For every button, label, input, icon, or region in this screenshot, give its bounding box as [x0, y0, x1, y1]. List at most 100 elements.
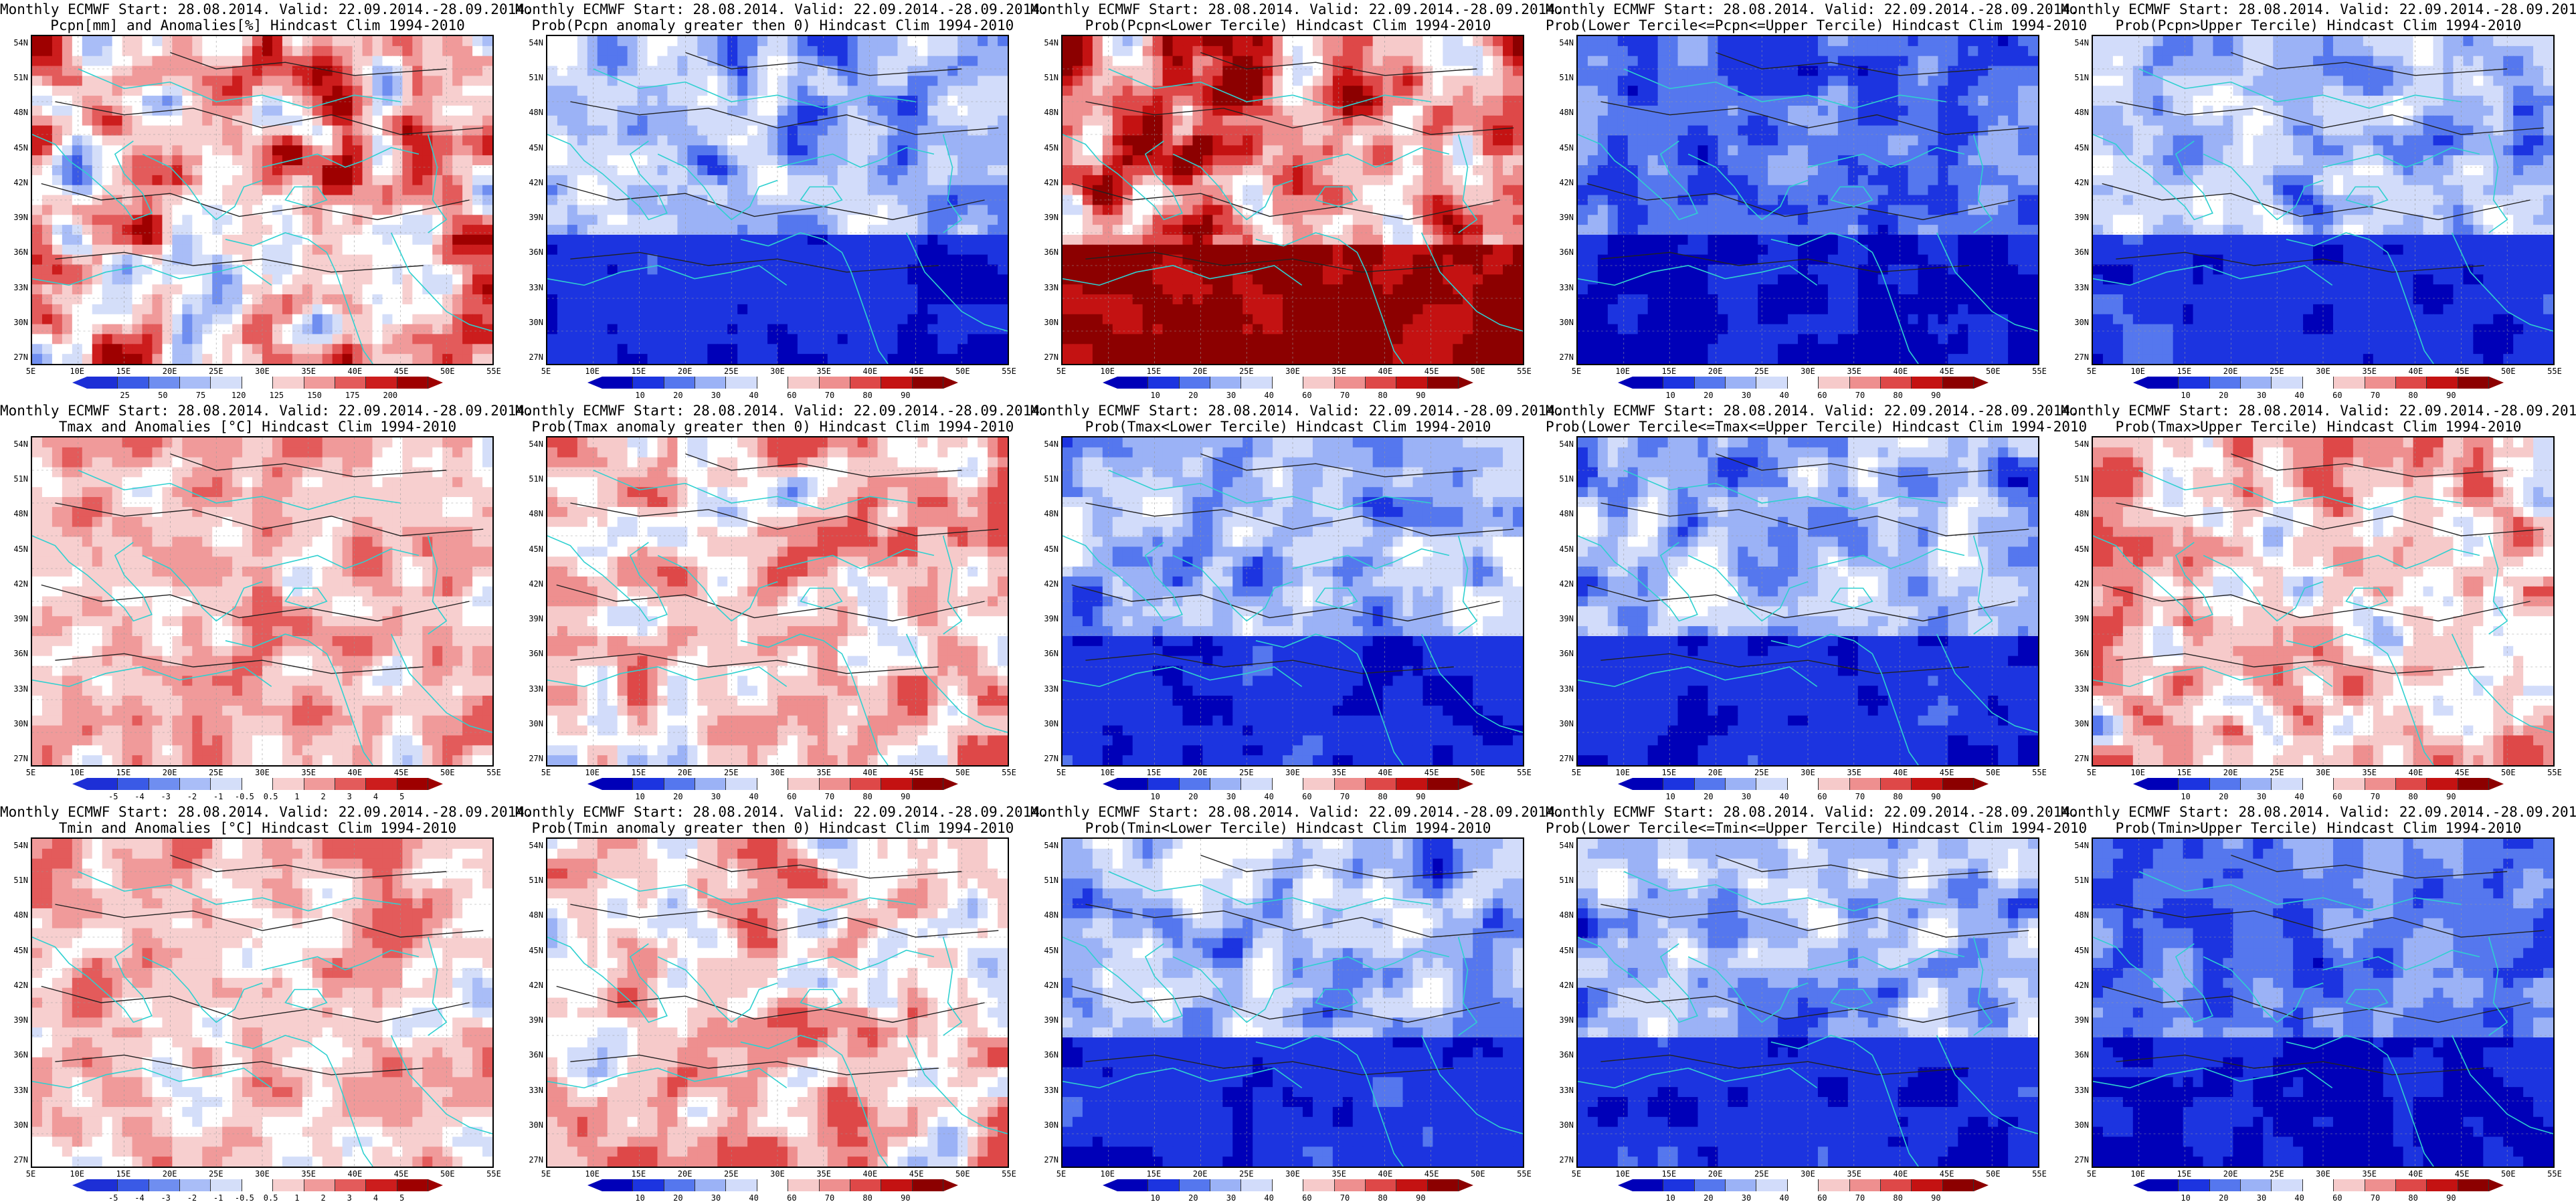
colorbar-swatch: [335, 1179, 367, 1191]
lat-tick-label: 48N: [1032, 509, 1059, 518]
colorbar-swatch: [1303, 778, 1335, 790]
lat-tick-label: 27N: [1, 1155, 28, 1165]
lat-tick-label: 33N: [1032, 1086, 1059, 1095]
colorbar-tick-label: 90: [1924, 1193, 1948, 1203]
colorbar-swatch: [2179, 1179, 2210, 1191]
shaded-field: [2093, 36, 2553, 364]
lon-tick-label: 25E: [203, 367, 229, 376]
lat-tick-label: 54N: [2062, 841, 2089, 850]
colorbar-swatch: [2365, 1179, 2396, 1191]
lon-tick-label: 25E: [1233, 367, 1260, 376]
colorbar-tick-label: 10: [628, 792, 652, 801]
lon-tick-label: 40E: [2402, 768, 2429, 777]
lon-tick-label: 35E: [1841, 768, 1867, 777]
lon-tick-label: 30E: [249, 768, 276, 777]
colorbar-swatch: [664, 778, 696, 790]
lon-tick-label: 10E: [2124, 768, 2151, 777]
colorbar: [1618, 1179, 1989, 1191]
lon-tick-label: 45E: [388, 1169, 415, 1179]
colorbar-swatch: [1819, 1179, 1850, 1191]
lat-tick-label: 48N: [517, 910, 543, 920]
colorbar-min-arrow: [72, 377, 87, 389]
lon-tick-label: 55E: [1511, 768, 1538, 777]
lon-tick-label: 5E: [1048, 367, 1075, 376]
colorbar-tick-label: 4: [364, 1193, 388, 1203]
colorbar-swatch: [1942, 1179, 1974, 1191]
colorbar-swatch: [366, 778, 397, 790]
colorbar-max-arrow: [428, 377, 443, 389]
shaded-field: [547, 839, 1008, 1167]
colorbar-swatch: [1117, 778, 1149, 790]
colorbar-tick-label: 1: [285, 1193, 309, 1203]
colorbar-tick-label: 30: [1219, 391, 1243, 400]
colorbar-swatch: [1427, 778, 1459, 790]
lat-tick-label: 51N: [1547, 474, 1574, 484]
colorbar-swatch: [118, 1179, 149, 1191]
lon-tick-label: 50E: [949, 768, 976, 777]
colorbar-tick-label: 60: [1295, 792, 1319, 801]
lat-tick-label: 42N: [1, 579, 28, 589]
lon-tick-label: 30E: [249, 1169, 276, 1179]
colorbar-tick-label: 20: [666, 391, 690, 400]
colorbar-tick-label: 80: [856, 391, 880, 400]
colorbar-swatch: [1303, 1179, 1335, 1191]
lon-tick-label: 40E: [856, 768, 883, 777]
map-panel: Monthly ECMWF Start: 28.08.2014. Valid: …: [0, 401, 533, 803]
lon-tick-label: 10E: [2124, 1169, 2151, 1179]
lat-tick-label: 33N: [1547, 283, 1574, 292]
colorbar-tick-label: 60: [2325, 1193, 2349, 1203]
colorbar-tick-label: 20: [666, 792, 690, 801]
lat-tick-label: 51N: [1032, 876, 1059, 885]
lat-tick-label: 39N: [517, 1015, 543, 1025]
colorbar-tick-label: 30: [2249, 1193, 2274, 1203]
lat-tick-label: 51N: [2062, 474, 2089, 484]
lat-tick-label: 36N: [517, 649, 543, 658]
lon-tick-label: 10E: [1609, 367, 1636, 376]
colorbar-swatch: [2179, 778, 2210, 790]
lon-tick-label: 20E: [1702, 1169, 1729, 1179]
colorbar-swatch: [1726, 1179, 1757, 1191]
lon-tick-label: 10E: [1094, 768, 1121, 777]
lat-tick-label: 39N: [2062, 1015, 2089, 1025]
lat-tick-label: 33N: [1, 1086, 28, 1095]
colorbar-tick-label: 10: [2174, 1193, 2198, 1203]
colorbar-swatch: [1179, 778, 1211, 790]
panel-title-line2: Prob(Lower Tercile<=Tmax<=Upper Tercile)…: [1546, 419, 2087, 435]
shaded-field: [547, 437, 1008, 765]
lat-tick-label: 27N: [1, 754, 28, 763]
lat-tick-label: 45N: [1, 143, 28, 153]
colorbar-tick-label: 60: [2325, 792, 2349, 801]
lon-tick-label: 25E: [1748, 768, 1775, 777]
lat-tick-label: 45N: [517, 544, 543, 554]
lat-tick-label: 39N: [517, 614, 543, 623]
colorbar-swatch: [1912, 778, 1943, 790]
colorbar-tick-label: 40: [2288, 1193, 2312, 1203]
colorbar-min-arrow: [2133, 778, 2148, 790]
panel-title-line2: Prob(Tmax anomaly greater then 0) Hindca…: [515, 419, 1030, 435]
colorbar-swatch: [850, 1179, 882, 1191]
colorbar-swatch: [2458, 377, 2489, 389]
lon-tick-label: 5E: [1563, 768, 1590, 777]
colorbar-swatch: [2365, 377, 2396, 389]
colorbar-swatch: [1787, 377, 1819, 389]
colorbar-swatch: [726, 778, 757, 790]
panel-title-line1: Monthly ECMWF Start: 28.08.2014. Valid: …: [1030, 403, 1564, 419]
lon-tick-label: 30E: [1279, 1169, 1306, 1179]
colorbar-tick-label: 60: [1295, 391, 1319, 400]
lat-tick-label: 54N: [1032, 841, 1059, 850]
lat-tick-label: 51N: [1032, 73, 1059, 82]
colorbar-tick-label: 3: [337, 792, 361, 801]
colorbar-min-arrow: [1618, 377, 1633, 389]
colorbar-swatch: [757, 1179, 789, 1191]
lon-tick-label: 5E: [2078, 1169, 2105, 1179]
colorbar-swatch: [1633, 778, 1664, 790]
colorbar-tick-label: -2: [180, 1193, 204, 1203]
colorbar-max-arrow: [1974, 778, 1989, 790]
map-panel: Monthly ECMWF Start: 28.08.2014. Valid: …: [1030, 0, 1564, 401]
colorbar-swatch: [211, 1179, 242, 1191]
lat-tick-label: 39N: [1, 213, 28, 222]
colorbar-swatch: [819, 778, 850, 790]
colorbar-tick-label: 80: [1886, 1193, 1910, 1203]
lon-tick-label: 40E: [341, 367, 368, 376]
colorbar-swatch: [2427, 778, 2458, 790]
